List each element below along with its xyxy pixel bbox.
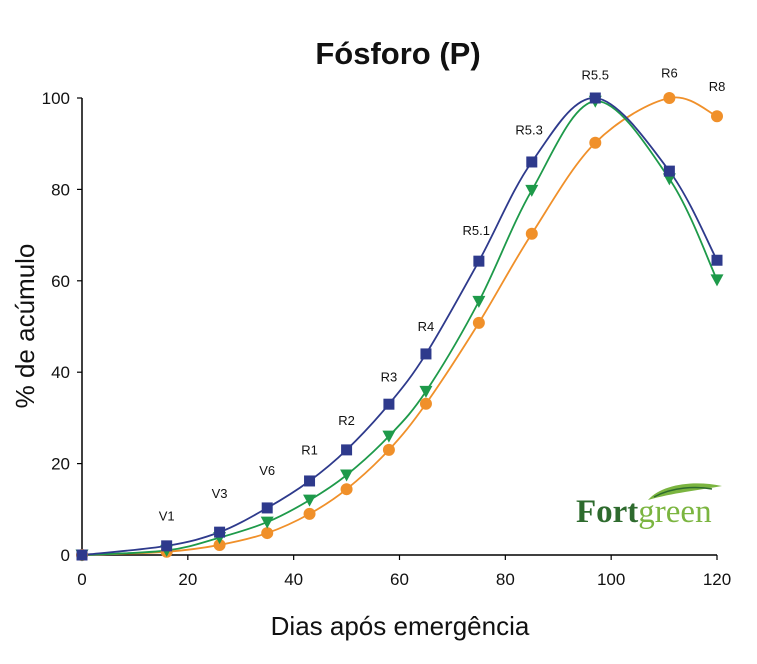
series-line-2 bbox=[81, 100, 718, 556]
leaf-icon-accent bbox=[653, 486, 713, 498]
data-point-series-1 bbox=[420, 348, 432, 360]
stage-label: V3 bbox=[212, 486, 228, 501]
data-point-series-1 bbox=[383, 398, 395, 410]
stage-label: V1 bbox=[159, 509, 175, 524]
stage-label: R1 bbox=[301, 442, 318, 457]
data-point-series-3 bbox=[303, 507, 316, 520]
x-tick-label: 100 bbox=[597, 570, 625, 589]
y-tick-label: 40 bbox=[51, 363, 70, 382]
series-lines bbox=[81, 96, 718, 556]
data-point-series-1 bbox=[663, 165, 675, 177]
data-point-series-2 bbox=[419, 385, 433, 398]
x-tick-label: 60 bbox=[390, 570, 409, 589]
y-tick-label: 0 bbox=[61, 546, 70, 565]
stage-label: R2 bbox=[338, 413, 355, 428]
data-point-series-1 bbox=[711, 254, 723, 266]
data-point-series-2 bbox=[303, 494, 317, 507]
x-tick-label: 80 bbox=[496, 570, 515, 589]
series-line-1 bbox=[81, 97, 718, 556]
axes bbox=[77, 97, 718, 560]
logo-text-fort: Fort bbox=[576, 494, 638, 530]
data-point-series-2 bbox=[710, 274, 724, 287]
x-tick-label: 120 bbox=[703, 570, 731, 589]
data-point-series-2 bbox=[260, 516, 274, 529]
data-point-series-3 bbox=[589, 136, 602, 149]
stage-label: R5.3 bbox=[515, 123, 542, 138]
chart-title: Fósforo (P) bbox=[315, 36, 480, 71]
data-point-series-1 bbox=[589, 92, 601, 104]
x-tick-label: 0 bbox=[77, 570, 86, 589]
data-point-series-1 bbox=[473, 255, 485, 267]
series-line-3 bbox=[81, 96, 718, 556]
data-point-series-1 bbox=[304, 475, 316, 487]
fortgreen-logo: Fortgreen bbox=[576, 483, 722, 530]
stage-label: R5.5 bbox=[582, 68, 609, 83]
data-point-series-2 bbox=[472, 295, 486, 308]
data-point-series-3 bbox=[340, 483, 353, 496]
data-point-series-1 bbox=[76, 549, 88, 561]
data-point-series-1 bbox=[526, 156, 538, 168]
data-point-series-3 bbox=[261, 527, 274, 540]
x-tick-label: 40 bbox=[284, 570, 303, 589]
y-tick-label: 60 bbox=[51, 272, 70, 291]
y-tick-label: 100 bbox=[42, 89, 70, 108]
y-tick-label: 20 bbox=[51, 455, 70, 474]
x-tick-label: 20 bbox=[178, 570, 197, 589]
data-point-series-1 bbox=[161, 540, 173, 552]
data-point-series-1 bbox=[261, 502, 273, 514]
data-point-series-2 bbox=[382, 430, 396, 443]
data-point-series-1 bbox=[341, 444, 353, 456]
data-point-series-2 bbox=[525, 184, 539, 197]
stage-label: R3 bbox=[381, 369, 398, 384]
data-point-series-2 bbox=[340, 469, 354, 482]
stage-label: R5.1 bbox=[462, 223, 489, 238]
logo-text-green: green bbox=[638, 494, 711, 530]
svg-text:Fortgreen: Fortgreen bbox=[576, 494, 712, 530]
stage-annotations: V1 V3 V6 R1 R2 R3 R4 R5.1 R5.3 R5.5 R6 R8 bbox=[159, 65, 726, 523]
data-point-series-3 bbox=[382, 443, 395, 456]
data-point-series-3 bbox=[663, 92, 676, 104]
tick-labels: 0 20 40 60 80 100 120 0 20 40 60 80 100 bbox=[42, 89, 732, 589]
data-point-series-1 bbox=[214, 526, 226, 538]
data-point-series-3 bbox=[525, 227, 538, 240]
stage-label: R4 bbox=[418, 319, 435, 334]
y-tick-label: 80 bbox=[51, 180, 70, 199]
data-point-series-3 bbox=[472, 316, 485, 329]
data-point-series-3 bbox=[711, 110, 723, 123]
data-point-series-3 bbox=[419, 397, 432, 410]
series-markers bbox=[75, 92, 724, 562]
data-point-series-3 bbox=[213, 538, 226, 551]
stage-label: R8 bbox=[709, 79, 726, 94]
y-axis-label: % de acúmulo bbox=[10, 244, 40, 409]
stage-label: R6 bbox=[661, 65, 678, 80]
stage-label: V6 bbox=[259, 463, 275, 478]
x-axis-label: Dias após emergência bbox=[271, 611, 530, 641]
